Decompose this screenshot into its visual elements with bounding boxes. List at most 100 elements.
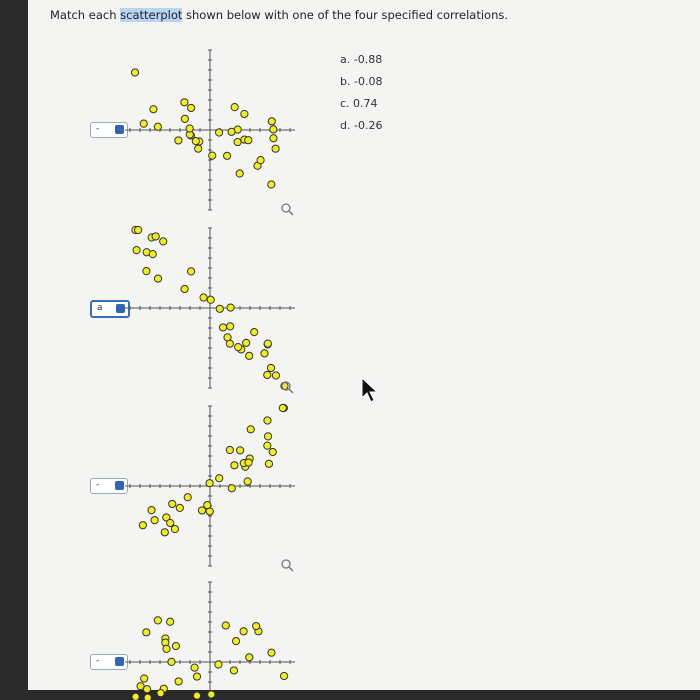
option: d. -0.26 (340, 119, 382, 132)
option-letter: c. (340, 97, 350, 110)
scatter-dot (230, 103, 239, 112)
option-letter: b. (340, 75, 351, 88)
scatter-dot (223, 333, 232, 342)
scatter-dot (208, 151, 217, 160)
scatter-dot (263, 370, 272, 380)
scatter-dot (186, 267, 196, 276)
scatter-dot (239, 627, 248, 636)
scatter-dot (175, 503, 184, 512)
zoom-icon (288, 210, 294, 216)
scatter-dot (242, 338, 251, 347)
scatter-dot (264, 459, 274, 468)
scatter-dot (194, 144, 203, 153)
zoom-icon (288, 388, 294, 394)
scatter-dot (246, 425, 255, 434)
scatter-dot (226, 322, 235, 331)
scatter-dot (245, 351, 254, 360)
scatter-dot (269, 125, 278, 134)
mouse-cursor (361, 376, 379, 403)
scatter-dot (203, 500, 212, 510)
scatter-dot (199, 293, 208, 302)
zoom-icon (281, 381, 291, 391)
dropdown-icon (115, 657, 124, 666)
scatter-dot (190, 663, 199, 672)
option-value: -0.26 (353, 119, 383, 132)
scatter-dot (279, 671, 289, 681)
scatter-dot (160, 528, 169, 537)
scatter-dot (267, 180, 276, 189)
option-value: -0.08 (353, 75, 383, 88)
scatter-dot (159, 237, 168, 246)
scatter-dot (180, 284, 189, 294)
scatter-dot (140, 674, 149, 683)
scatter-dot (230, 461, 239, 470)
option-value: -0.88 (353, 53, 383, 66)
option: a. -0.88 (340, 53, 382, 66)
zoom-icon (281, 559, 291, 569)
instruction-text: shown below with one of the four specifi… (182, 8, 509, 22)
scatter-dot (187, 103, 196, 113)
scatter-dot (244, 458, 253, 467)
zoom-icon (288, 566, 294, 572)
scatter-dot (153, 616, 162, 625)
scatter-dot (132, 246, 141, 255)
scatter-dot (226, 303, 235, 312)
scatter-dot (197, 506, 207, 515)
scatter-dot (263, 416, 272, 425)
scatter-dot (206, 295, 215, 304)
scatter-dot (143, 693, 152, 700)
scatter-dot (136, 682, 145, 691)
scatter-dot (223, 151, 232, 160)
scatter-dot (153, 274, 163, 283)
scatter-dot (130, 68, 140, 77)
scatter-dot (142, 267, 151, 276)
scatter-dot (243, 477, 252, 486)
scatter-dot (174, 677, 183, 686)
answer-dropdown[interactable]: a (90, 300, 130, 318)
scatter-dot (227, 127, 236, 136)
scatter-dot (229, 666, 239, 675)
scatter-dot (142, 685, 152, 694)
scatter-dot (170, 524, 180, 534)
instruction-highlight: scatterplot (120, 8, 183, 22)
scatter-dot (271, 371, 281, 380)
scatter-dot (180, 114, 189, 123)
scatter-dot (180, 98, 189, 107)
scatter-dot (235, 169, 244, 178)
scatter-dot (244, 136, 253, 145)
scatter-dot (207, 690, 216, 699)
scatter-dot (167, 657, 176, 666)
scatter-dot (263, 441, 272, 450)
scatter-dot (263, 339, 272, 348)
scatter-dot (149, 105, 158, 114)
scatter-dot (214, 128, 224, 137)
scatter-dot (268, 447, 277, 457)
scatter-dot (168, 499, 177, 509)
scatter-dot (166, 518, 175, 528)
scatter-dot (148, 250, 157, 259)
scatter-dot (142, 628, 151, 637)
scatter-dot (171, 641, 181, 651)
scatter-dot (162, 644, 171, 653)
scatter-dot (263, 432, 273, 441)
scatter-dot (150, 516, 159, 525)
scatter-dot (234, 342, 243, 352)
scatter-dot (225, 445, 234, 455)
dropdown-icon (115, 125, 124, 134)
scatter-dot (151, 232, 160, 241)
scatter-dot (156, 689, 165, 698)
zoom-icon (281, 203, 291, 213)
scatter-dot (153, 122, 162, 131)
scatter-dot (147, 506, 156, 515)
scatter-dot (221, 621, 230, 630)
scatter-dot (252, 621, 261, 631)
scatter-dot (266, 363, 276, 373)
scatter-dot (233, 137, 242, 147)
option: c. 0.74 (340, 97, 378, 110)
scatter-dot (245, 653, 254, 662)
scatter-dot (260, 349, 269, 358)
scatter-dot (185, 124, 194, 133)
scatter-dot (131, 692, 140, 700)
scatter-dot (183, 493, 192, 502)
scatter-dot (271, 144, 280, 153)
